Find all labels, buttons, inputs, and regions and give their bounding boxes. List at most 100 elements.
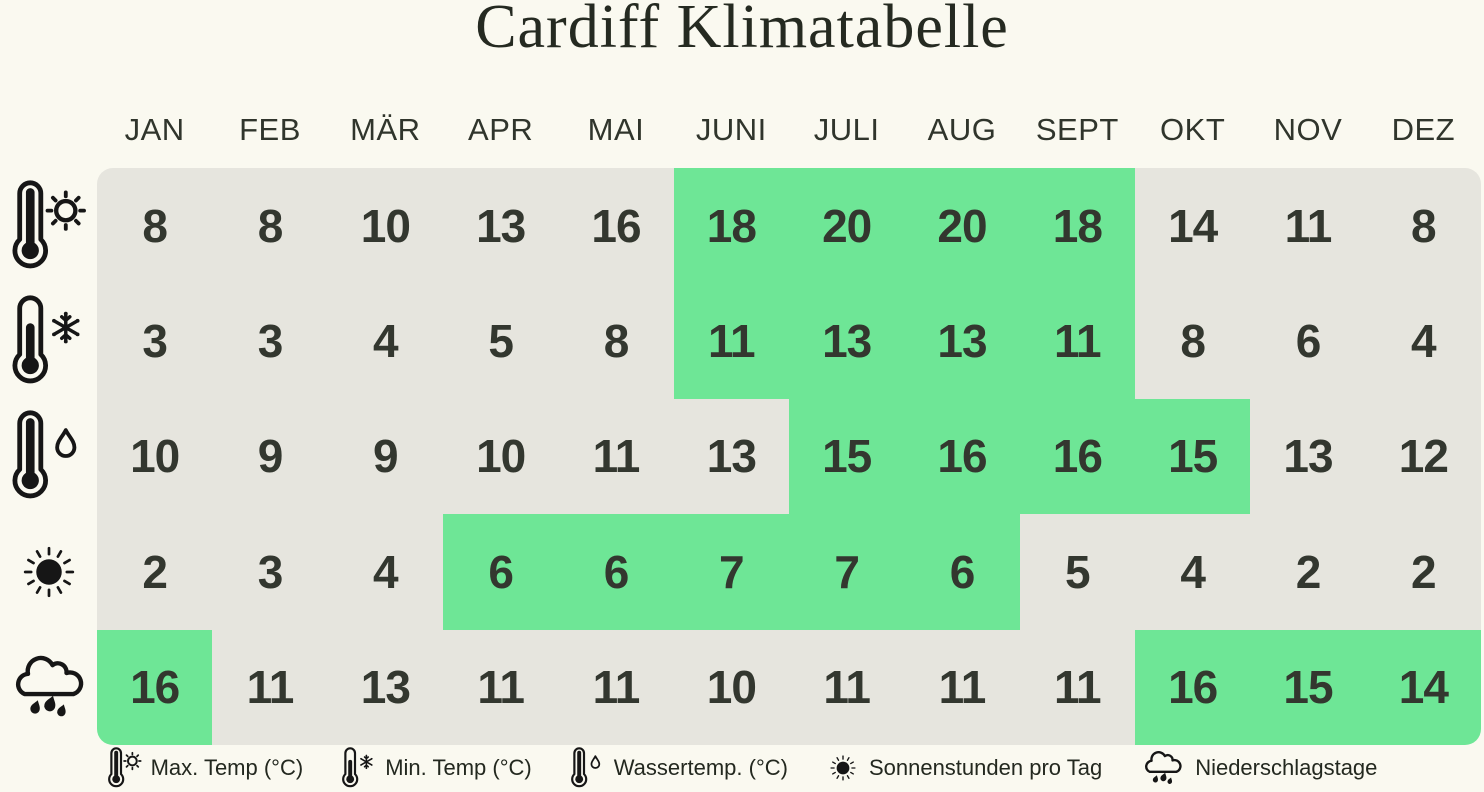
- month-header-mar: MÄR: [350, 112, 421, 147]
- table-cell: 11: [1250, 168, 1366, 284]
- month-header-mai: MAI: [587, 112, 645, 147]
- thermometer-sun-icon: [107, 746, 142, 790]
- table-cell: 6: [1250, 283, 1366, 399]
- month-header-nov: NOV: [1273, 112, 1343, 147]
- table-cell: 20: [789, 168, 905, 284]
- legend-item-water-temp: Wassertemp. (°C): [570, 746, 788, 790]
- table-cell: 4: [327, 514, 443, 630]
- thermometer-droplet-icon: [570, 746, 605, 790]
- table-cell: 2: [1365, 514, 1481, 630]
- table-row-max-temp: 8 8 10 13 16 18 20 20 18 14 11 8: [97, 168, 1481, 284]
- legend-label: Niederschlagstage: [1195, 755, 1378, 780]
- table-cell: 10: [673, 629, 789, 745]
- table-cell: 6: [904, 514, 1020, 630]
- legend-label: Max. Temp (°C): [150, 755, 304, 780]
- table-cell: 6: [443, 514, 559, 630]
- month-header-sept: SEPT: [1035, 112, 1119, 147]
- legend-label: Min. Temp (°C): [385, 755, 532, 780]
- table-cell: 4: [1365, 283, 1481, 399]
- table-cell: 13: [327, 629, 443, 745]
- table-cell: 6: [558, 514, 674, 630]
- table-cell: 18: [673, 168, 789, 284]
- rain-cloud-icon: [1140, 748, 1186, 788]
- table-row-sunshine-hours: 2 3 4 6 6 7 7 6 5 4 2 2: [97, 514, 1481, 630]
- legend-item-sunshine: Sonnenstunden pro Tag: [826, 751, 1102, 785]
- table-cell: 9: [327, 398, 443, 515]
- table-cell: 11: [558, 629, 674, 745]
- table-cell: 3: [97, 283, 213, 399]
- legend-item-rain-days: Niederschlagstage: [1140, 748, 1377, 788]
- climate-table: 8 8 10 13 16 18 20 20 18 14 11 8 3 3 4 5…: [97, 168, 1481, 745]
- table-cell: 9: [212, 398, 328, 515]
- sun-icon: [15, 538, 83, 606]
- legend-label: Wassertemp. (°C): [613, 755, 788, 780]
- legend: Max. Temp (°C) Min. Temp (°C) Wassertemp…: [0, 744, 1484, 792]
- table-cell: 15: [789, 398, 905, 515]
- table-cell: 11: [1019, 629, 1135, 745]
- table-cell: 10: [327, 168, 443, 284]
- table-cell: 11: [212, 629, 328, 745]
- month-header-jan: JAN: [124, 112, 185, 147]
- month-header-apr: APR: [468, 112, 534, 147]
- rain-cloud-icon: [7, 650, 91, 724]
- table-cell: 13: [1250, 398, 1366, 515]
- table-cell: 2: [1250, 514, 1366, 630]
- month-header-juni: JUNI: [695, 112, 767, 147]
- legend-item-max-temp: Max. Temp (°C): [107, 746, 304, 790]
- table-cell: 8: [558, 283, 674, 399]
- table-cell: 15: [1135, 398, 1251, 515]
- table-cell: 14: [1135, 168, 1251, 284]
- table-cell: 11: [1019, 283, 1135, 399]
- table-cell: 14: [1365, 629, 1481, 745]
- table-cell: 10: [97, 398, 213, 515]
- table-cell: 16: [1135, 629, 1251, 745]
- table-cell: 16: [97, 629, 213, 745]
- table-cell: 2: [97, 514, 213, 630]
- table-cell: 10: [443, 398, 559, 515]
- table-cell: 8: [97, 168, 213, 284]
- table-cell: 11: [558, 398, 674, 515]
- table-cell: 5: [443, 283, 559, 399]
- table-cell: 7: [673, 514, 789, 630]
- table-cell: 8: [1135, 283, 1251, 399]
- table-cell: 16: [904, 398, 1020, 515]
- table-cell: 18: [1019, 168, 1135, 284]
- table-cell: 12: [1365, 398, 1481, 515]
- thermometer-snowflake-icon: [10, 293, 87, 389]
- table-cell: 13: [904, 283, 1020, 399]
- table-cell: 11: [673, 283, 789, 399]
- table-cell: 4: [1135, 514, 1251, 630]
- month-header-dez: DEZ: [1391, 112, 1456, 147]
- table-cell: 13: [443, 168, 559, 284]
- month-header-aug: AUG: [927, 112, 997, 147]
- thermometer-droplet-icon: [10, 408, 87, 504]
- table-cell: 16: [558, 168, 674, 284]
- table-cell: 15: [1250, 629, 1366, 745]
- table-cell: 13: [789, 283, 905, 399]
- table-cell: 11: [443, 629, 559, 745]
- table-cell: 20: [904, 168, 1020, 284]
- row-icon-column: [0, 168, 97, 745]
- table-row-rain-days: 16 11 13 11 11 10 11 11 11 16 15 14: [97, 629, 1481, 745]
- month-header-okt: OKT: [1160, 112, 1226, 147]
- table-cell: 13: [673, 398, 789, 515]
- legend-label: Sonnenstunden pro Tag: [868, 755, 1103, 780]
- table-cell: 4: [327, 283, 443, 399]
- thermometer-sun-icon: [10, 178, 87, 274]
- table-cell: 7: [789, 514, 905, 630]
- table-cell: 8: [1365, 168, 1481, 284]
- month-header-juli: JULI: [813, 112, 880, 147]
- sun-icon: [826, 751, 860, 785]
- thermometer-snowflake-icon: [341, 746, 376, 790]
- table-row-water-temp: 10 9 9 10 11 13 15 16 16 15 13 12: [97, 398, 1481, 515]
- month-header-feb: FEB: [239, 112, 301, 147]
- table-cell: 16: [1019, 398, 1135, 515]
- legend-item-min-temp: Min. Temp (°C): [341, 746, 532, 790]
- table-cell: 11: [904, 629, 1020, 745]
- page-title: Cardiff Klimatabelle: [475, 0, 1009, 61]
- table-cell: 3: [212, 514, 328, 630]
- table-row-min-temp: 3 3 4 5 8 11 13 13 11 8 6 4: [97, 283, 1481, 399]
- table-cell: 11: [789, 629, 905, 745]
- table-cell: 8: [212, 168, 328, 284]
